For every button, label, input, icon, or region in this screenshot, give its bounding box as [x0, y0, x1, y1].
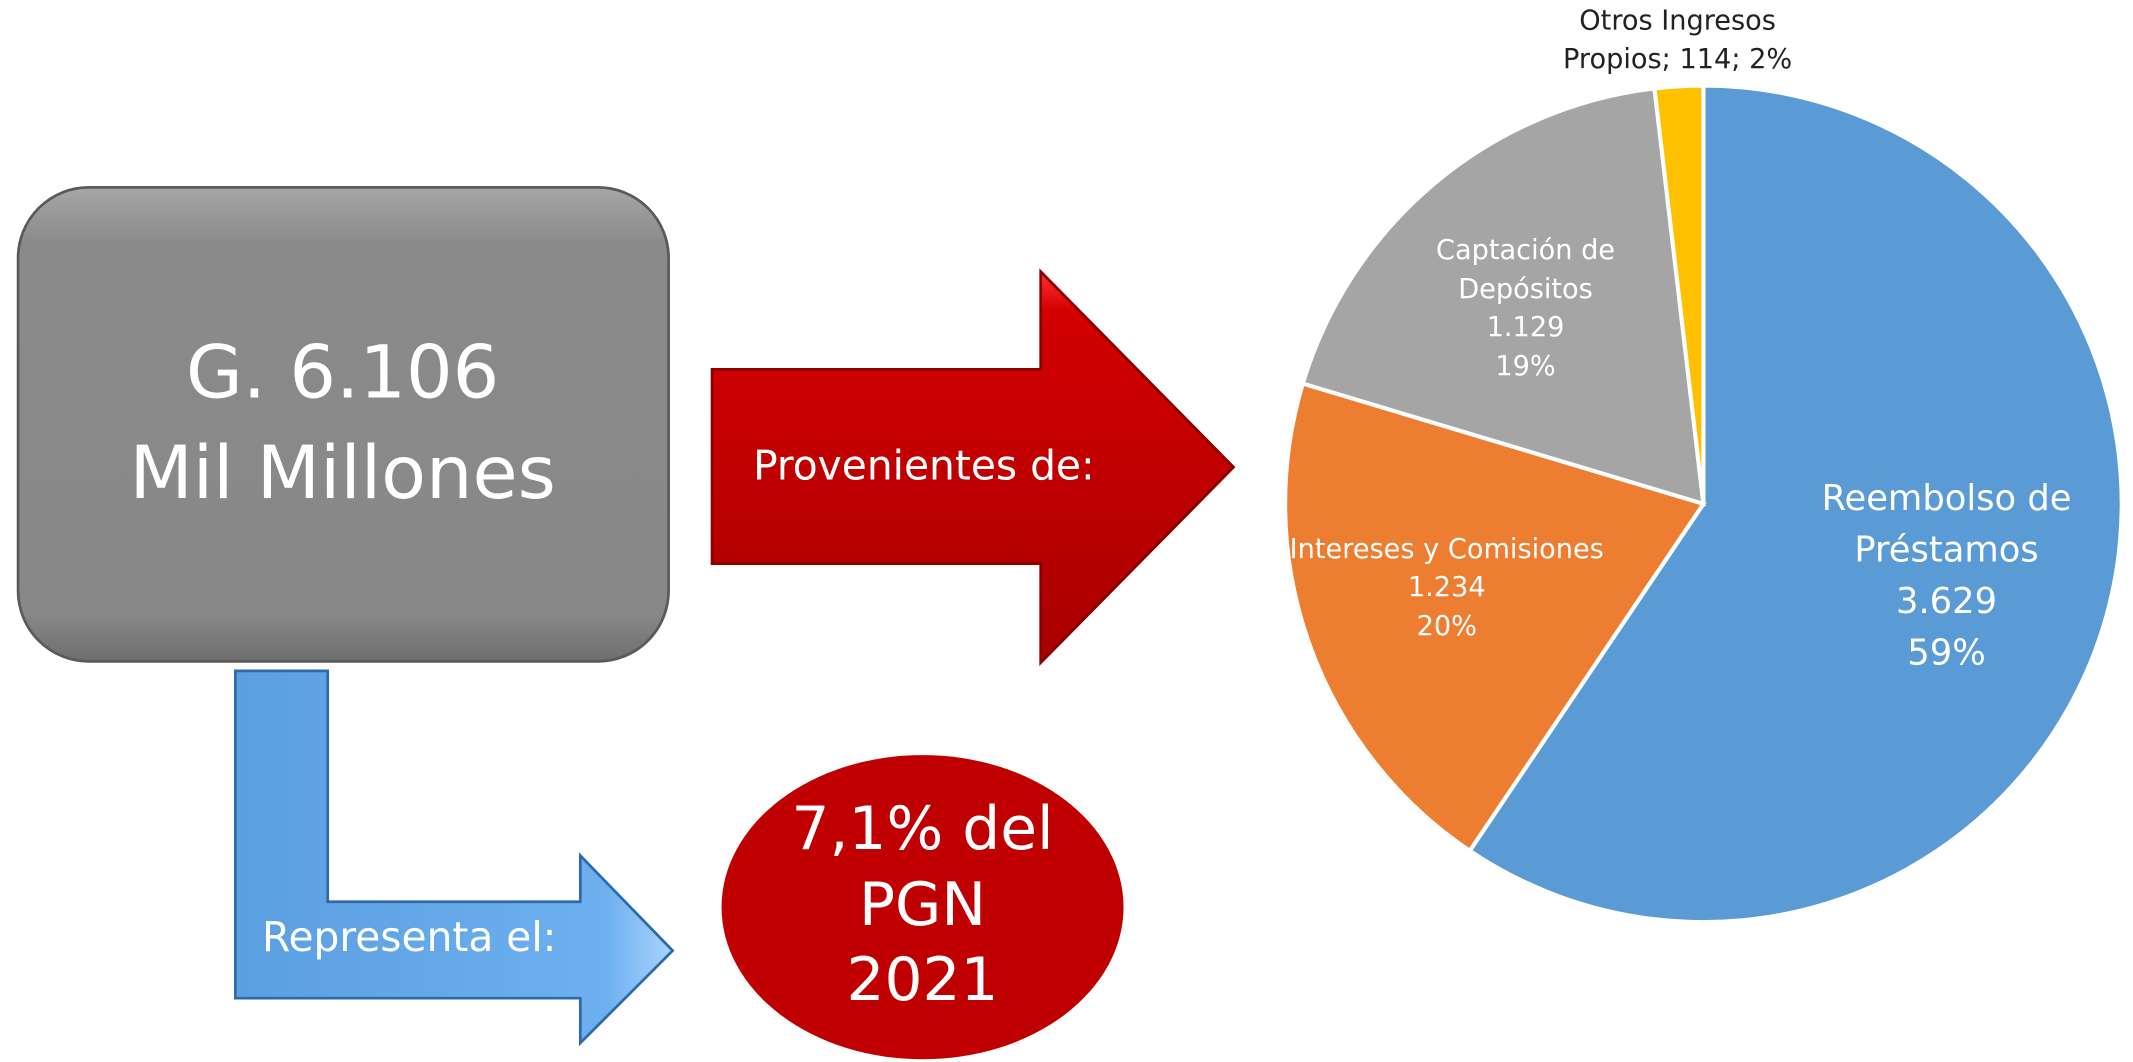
value-label: 3.629: [1896, 581, 1997, 622]
pie-slice: [1466, 83, 2124, 925]
share-ellipse: [721, 755, 1124, 1060]
total-line: G. 6.106: [186, 331, 499, 416]
arrow-label: Provenientes de:: [753, 442, 1095, 490]
label-line: Propios: [1563, 43, 1662, 74]
total-line: Mil Millones: [129, 431, 555, 516]
ellipse-line: 2021: [847, 946, 999, 1015]
ellipse-line: PGN: [859, 871, 986, 940]
ellipse-line: 7,1% del: [792, 795, 1054, 864]
label-line: Otros Ingresos: [1579, 5, 1776, 36]
label-line: Intereses y Comisiones: [1290, 534, 1604, 565]
slice-label: Otros Ingresos Propios; 114; 2%: [1563, 5, 1792, 74]
label-line: Captación de: [1436, 235, 1615, 266]
percent-label: 19%: [1495, 351, 1555, 382]
red-arrow: [710, 268, 1236, 667]
label-line: Depósitos: [1458, 273, 1593, 304]
percent-label: 2%: [1749, 43, 1792, 74]
value-label: 1.129: [1487, 312, 1565, 343]
percent-label: 20%: [1417, 611, 1477, 642]
label-line: Reembolso de: [1822, 478, 2072, 519]
pie-slice: [1300, 86, 1706, 507]
value-label: 1.234: [1408, 572, 1486, 603]
separator: ;: [1731, 43, 1749, 74]
pie-slice: [1283, 381, 1707, 854]
percent-label: 59%: [1907, 633, 1985, 674]
label-line: Préstamos: [1854, 529, 2038, 570]
value-label: 114: [1679, 43, 1731, 74]
pie-slice: [1652, 83, 1706, 505]
blue-arrow: [234, 669, 675, 1047]
pie-chart: Reembolso de Préstamos 3.629 59% Intereses y…: [1283, 5, 2124, 925]
separator: ;: [1662, 43, 1680, 74]
slice-label: Reembolso de Préstamos: [1822, 478, 2072, 571]
slice-label: Captación de Depósitos: [1436, 235, 1615, 305]
slice-label: Intereses y Comisiones: [1290, 534, 1604, 565]
total-box: [16, 186, 670, 663]
arrow-label: Representa el:: [262, 913, 556, 961]
